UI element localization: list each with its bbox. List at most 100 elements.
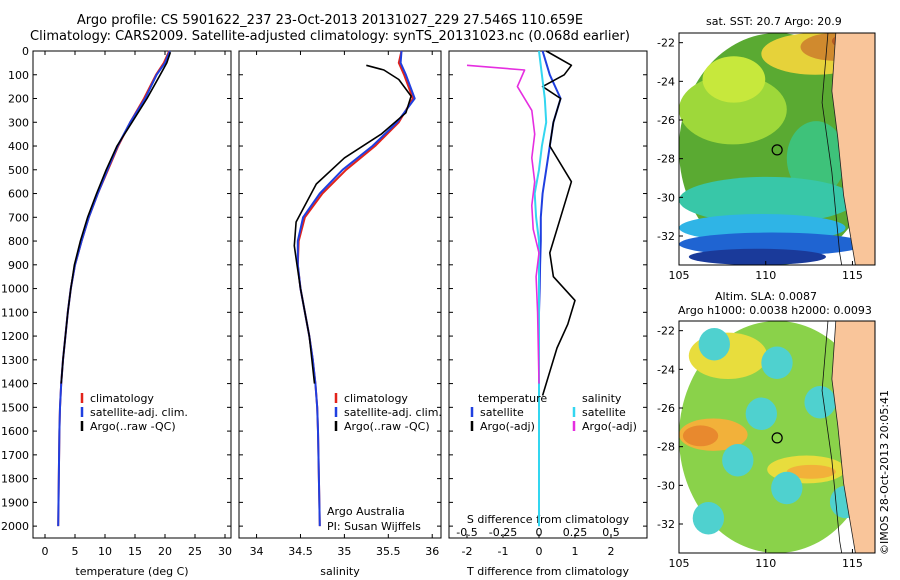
note-label: Argo Australia bbox=[327, 505, 405, 518]
s-tick-label: 0.5 bbox=[602, 526, 620, 539]
depth-tick-label: 800 bbox=[8, 235, 29, 248]
depth-tick-label: 1000 bbox=[1, 283, 29, 296]
sla-map-lat-label: -24 bbox=[657, 363, 675, 376]
x-tick-label: 0 bbox=[42, 545, 49, 558]
depth-tick-label: 900 bbox=[8, 259, 29, 272]
depth-tick-label: 700 bbox=[8, 211, 29, 224]
temp-legend-label: Argo(..raw -QC) bbox=[90, 420, 176, 433]
x-tick-label: 34.5 bbox=[288, 545, 313, 558]
diff-legend-title: salinity bbox=[582, 392, 622, 405]
x-tick-label: -2 bbox=[462, 545, 473, 558]
series-temp-satellite-adj bbox=[57, 50, 171, 527]
depth-tick-label: 600 bbox=[8, 188, 29, 201]
s-tick-label: -0.5 bbox=[456, 526, 477, 539]
depth-tick-label: 200 bbox=[8, 93, 29, 106]
x-axis-label: salinity bbox=[320, 565, 360, 578]
sst-map-lat-label: -30 bbox=[657, 191, 675, 204]
sla-map-eddy bbox=[692, 501, 725, 535]
sla-map-title1: Altim. SLA: 0.0087 bbox=[715, 290, 818, 303]
depth-tick-label: 0 bbox=[22, 45, 29, 58]
sst-map-blob bbox=[702, 56, 766, 103]
depth-tick-label: 1800 bbox=[1, 473, 29, 486]
sla-map-eddy bbox=[698, 327, 730, 361]
sla-map-float-marker bbox=[771, 432, 783, 444]
sst-map-field bbox=[679, 33, 875, 265]
sla-map-blob bbox=[682, 425, 719, 447]
x-axis-label: temperature (deg C) bbox=[75, 565, 188, 578]
sst-map-lon-label: 110 bbox=[755, 269, 776, 282]
x-tick-label: 20 bbox=[158, 545, 172, 558]
s-tick-label: 0.25 bbox=[563, 526, 588, 539]
depth-tick-label: 1200 bbox=[1, 330, 29, 343]
sla-map-lat-label: -30 bbox=[657, 479, 675, 492]
chart-title-line2: Climatology: CARS2009. Satellite-adjuste… bbox=[30, 29, 630, 44]
depth-tick-label: 2000 bbox=[1, 520, 29, 533]
sla-map-eddy bbox=[745, 397, 777, 431]
sst-map-float-marker bbox=[771, 144, 783, 156]
depth-tick-label: 1600 bbox=[1, 425, 29, 438]
x-tick-label: 2 bbox=[608, 545, 615, 558]
chart-title-line1: Argo profile: CS 5901622_237 23-Oct-2013… bbox=[76, 13, 584, 28]
diff-legend-title: temperature bbox=[478, 392, 547, 405]
series-dS-satellite bbox=[533, 50, 548, 527]
temp-legend-label: satellite-adj. clim. bbox=[90, 406, 188, 419]
sla-map-blob bbox=[679, 321, 875, 553]
x-tick-label: 10 bbox=[98, 545, 112, 558]
dS-legend-label: Argo(-adj) bbox=[582, 420, 637, 433]
panel-frame-2 bbox=[238, 50, 442, 539]
s-tick-label: 0 bbox=[536, 526, 543, 539]
x-tick-label: 36 bbox=[425, 545, 439, 558]
depth-tick-label: 1500 bbox=[1, 401, 29, 414]
sla-map-field bbox=[679, 321, 875, 553]
x-tick-label: 35 bbox=[337, 545, 351, 558]
series-dT-argo bbox=[541, 50, 576, 396]
sst-map-title: sat. SST: 20.7 Argo: 20.9 bbox=[706, 15, 842, 28]
x-tick-label: 30 bbox=[218, 545, 232, 558]
sal-legend-label: satellite-adj. clim. bbox=[344, 406, 442, 419]
sst-map-landmass bbox=[831, 33, 875, 265]
sst-map-lat-label: -28 bbox=[657, 153, 675, 166]
sst-map-blob bbox=[688, 248, 827, 265]
sal-legend-label: Argo(..raw -QC) bbox=[344, 420, 430, 433]
series-sal-argo bbox=[293, 64, 412, 384]
sal-legend-label: climatology bbox=[344, 392, 408, 405]
sla-map-lon-label: 105 bbox=[669, 557, 690, 570]
dT-legend-label: Argo(-adj) bbox=[480, 420, 535, 433]
s-tick-label: -0.25 bbox=[489, 526, 517, 539]
sst-map-lat-label: -26 bbox=[657, 114, 675, 127]
depth-tick-label: 1400 bbox=[1, 378, 29, 391]
x-tick-label: 35.5 bbox=[376, 545, 401, 558]
s-axis-label: S difference from climatology bbox=[467, 513, 630, 526]
depth-tick-label: 400 bbox=[8, 140, 29, 153]
sst-map-blob bbox=[786, 121, 846, 196]
depth-tick-label: 1900 bbox=[1, 496, 29, 509]
note-label: PI: Susan Wijffels bbox=[327, 520, 421, 533]
series-dT-satellite bbox=[538, 50, 562, 527]
sla-map-lon-label: 110 bbox=[755, 557, 776, 570]
series-sal-satellite-adj bbox=[296, 50, 416, 527]
dT-legend-label: satellite bbox=[480, 406, 524, 419]
depth-tick-label: 1100 bbox=[1, 306, 29, 319]
sst-map-isobath bbox=[821, 33, 843, 265]
sst-map-blob bbox=[679, 176, 856, 224]
panel-frame-1 bbox=[32, 50, 232, 539]
sst-map-lon-label: 115 bbox=[842, 269, 863, 282]
series-dS-argo bbox=[466, 64, 540, 384]
series-temp-climatology bbox=[57, 50, 171, 527]
depth-tick-label: 1700 bbox=[1, 449, 29, 462]
sla-map-eddy bbox=[722, 443, 754, 477]
panel-frame-3 bbox=[448, 50, 648, 539]
sla-map-frame bbox=[678, 320, 876, 554]
x-axis-label: T difference from climatology bbox=[466, 565, 629, 578]
sla-map-blob bbox=[786, 464, 836, 479]
sst-map-frame bbox=[678, 32, 876, 266]
sla-map-eddy bbox=[761, 346, 793, 380]
depth-tick-label: 1300 bbox=[1, 354, 29, 367]
sla-map-eddy bbox=[771, 471, 803, 505]
x-tick-label: 0 bbox=[536, 545, 543, 558]
x-tick-label: 15 bbox=[128, 545, 142, 558]
sla-map-lat-label: -28 bbox=[657, 441, 675, 454]
sla-map-lat-label: -26 bbox=[657, 402, 675, 415]
dS-legend-label: satellite bbox=[582, 406, 626, 419]
